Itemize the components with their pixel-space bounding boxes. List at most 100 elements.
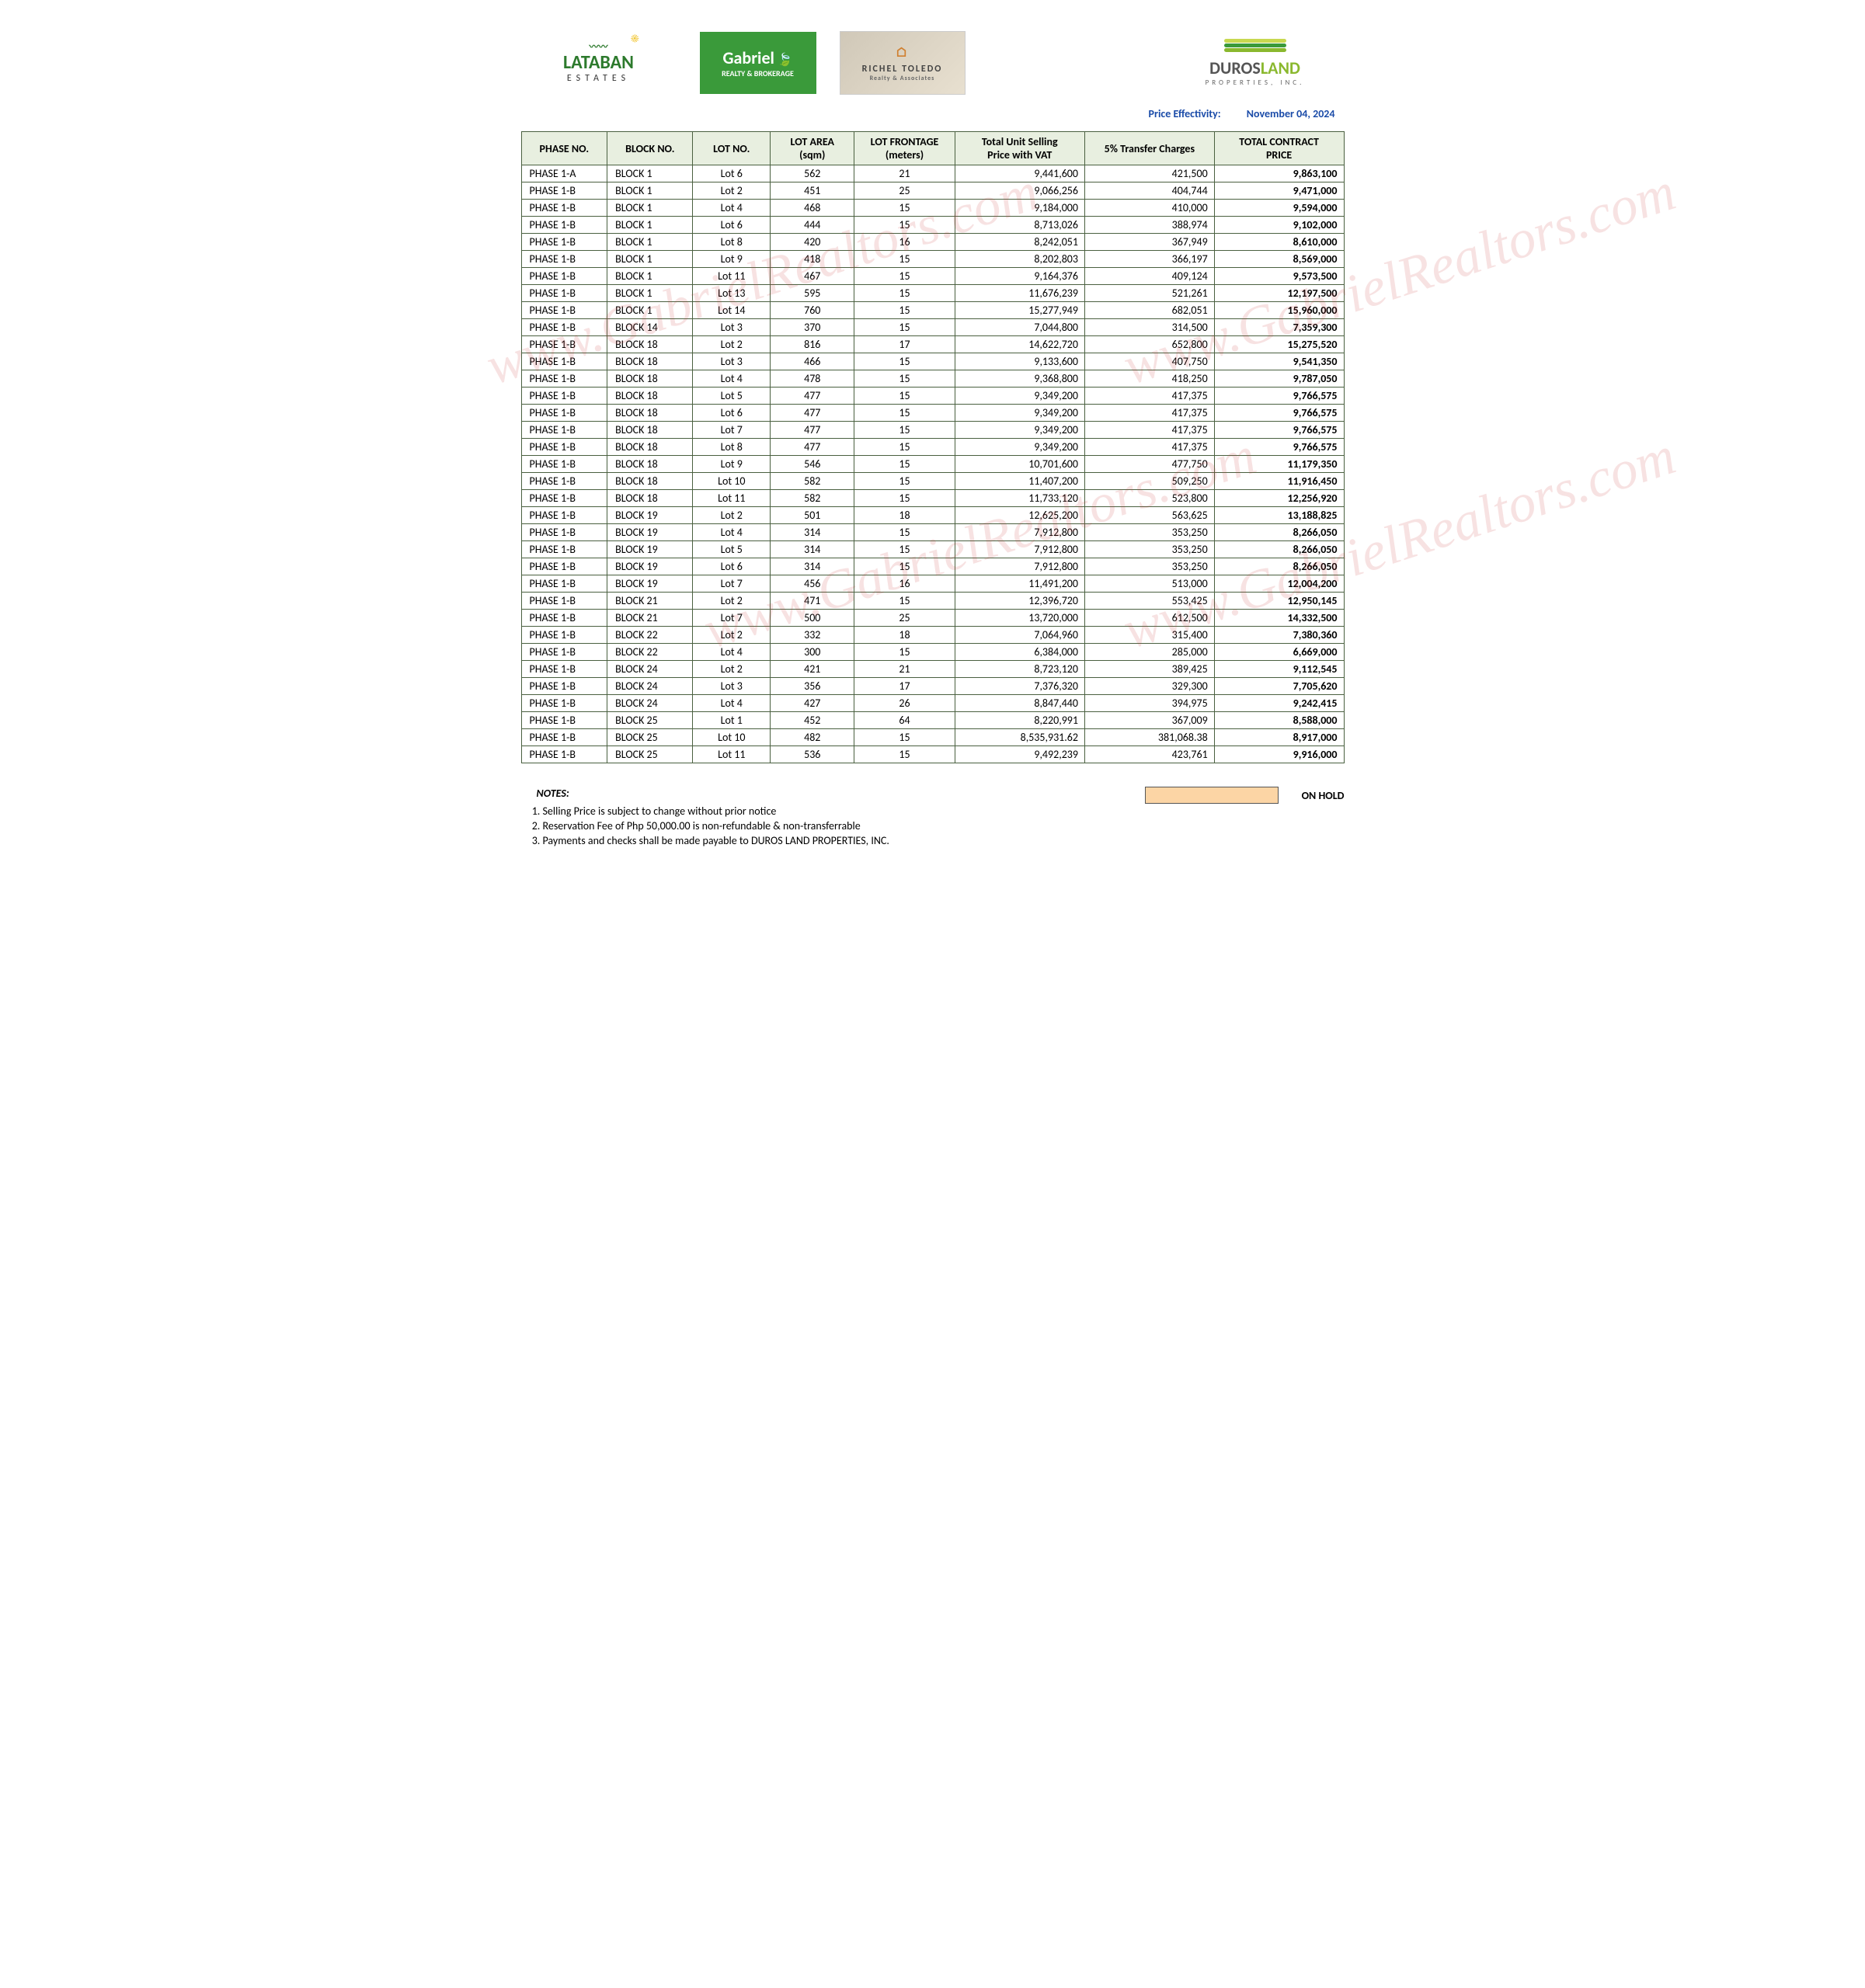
- cell: BLOCK 18: [607, 370, 693, 388]
- cell: BLOCK 24: [607, 661, 693, 678]
- cell: PHASE 1-B: [521, 712, 607, 729]
- cell: BLOCK 18: [607, 490, 693, 507]
- logo-gabriel-sub: REALTY & BROKERAGE: [722, 68, 794, 78]
- cell: PHASE 1-B: [521, 490, 607, 507]
- cell: 563,625: [1085, 507, 1215, 524]
- cell: 15: [854, 439, 955, 456]
- logo-gabriel: Gabriel 🍃 REALTY & BROKERAGE: [700, 32, 816, 94]
- cell: 8,220,991: [955, 712, 1084, 729]
- table-row: PHASE 1-BBLOCK 18Lot 95461510,701,600477…: [521, 456, 1344, 473]
- col-area: LOT AREA(sqm): [771, 132, 854, 165]
- cell: 9,594,000: [1214, 200, 1344, 217]
- cell: 9,242,415: [1214, 695, 1344, 712]
- legend-label: ON HOLD: [1302, 789, 1345, 802]
- cell: 16: [854, 234, 955, 251]
- cell: 13,720,000: [955, 610, 1084, 627]
- cell: 11,179,350: [1214, 456, 1344, 473]
- cell: BLOCK 19: [607, 507, 693, 524]
- cell: 7,044,800: [955, 319, 1084, 336]
- cell: 15,275,520: [1214, 336, 1344, 353]
- waves-icon: [1224, 39, 1286, 54]
- cell: 553,425: [1085, 593, 1215, 610]
- cell: 15,960,000: [1214, 302, 1344, 319]
- cell: 370: [771, 319, 854, 336]
- table-row: PHASE 1-BBLOCK 24Lot 4427268,847,440394,…: [521, 695, 1344, 712]
- cell: 10,701,600: [955, 456, 1084, 473]
- cell: PHASE 1-B: [521, 217, 607, 234]
- cell: 8,917,000: [1214, 729, 1344, 746]
- cell: Lot 9: [693, 251, 771, 268]
- cell: BLOCK 21: [607, 610, 693, 627]
- cell: 9,112,545: [1214, 661, 1344, 678]
- cell: 9,164,376: [955, 268, 1084, 285]
- cell: 9,471,000: [1214, 182, 1344, 200]
- cell: Lot 11: [693, 490, 771, 507]
- cell: 17: [854, 336, 955, 353]
- cell: 15: [854, 524, 955, 541]
- cell: 12,256,920: [1214, 490, 1344, 507]
- cell: 423,761: [1085, 746, 1215, 763]
- note-item: Reservation Fee of Php 50,000.00 is non-…: [543, 819, 1114, 832]
- cell: Lot 6: [693, 405, 771, 422]
- table-row: PHASE 1-BBLOCK 24Lot 2421218,723,120389,…: [521, 661, 1344, 678]
- cell: PHASE 1-B: [521, 439, 607, 456]
- table-row: PHASE 1-ABLOCK 1Lot 6562219,441,600421,5…: [521, 165, 1344, 182]
- cell: 8,266,050: [1214, 524, 1344, 541]
- cell: 513,000: [1085, 575, 1215, 593]
- price-table-head: PHASE NO. BLOCK NO. LOT NO. LOT AREA(sqm…: [521, 132, 1344, 165]
- cell: Lot 1: [693, 712, 771, 729]
- cell: Lot 2: [693, 661, 771, 678]
- leaf-icon: 🍃: [774, 53, 793, 68]
- col-phase: PHASE NO.: [521, 132, 607, 165]
- cell: PHASE 1-B: [521, 695, 607, 712]
- cell: 444: [771, 217, 854, 234]
- logo-duros-name: DUROSLAND: [1209, 57, 1300, 78]
- cell: Lot 2: [693, 593, 771, 610]
- cell: 7,064,960: [955, 627, 1084, 644]
- cell: 366,197: [1085, 251, 1215, 268]
- cell: 477: [771, 422, 854, 439]
- cell: 11,733,120: [955, 490, 1084, 507]
- cell: PHASE 1-B: [521, 405, 607, 422]
- cell: BLOCK 18: [607, 353, 693, 370]
- cell: 11,491,200: [955, 575, 1084, 593]
- table-row: PHASE 1-BBLOCK 19Lot 6314157,912,800353,…: [521, 558, 1344, 575]
- cell: PHASE 1-B: [521, 234, 607, 251]
- page: www.GabrielRealtors.com www.GabrielRealt…: [521, 31, 1345, 849]
- table-row: PHASE 1-BBLOCK 18Lot 8477159,349,200417,…: [521, 439, 1344, 456]
- cell: 612,500: [1085, 610, 1215, 627]
- cell: 468: [771, 200, 854, 217]
- cell: PHASE 1-B: [521, 268, 607, 285]
- cell: 421,500: [1085, 165, 1215, 182]
- table-row: PHASE 1-BBLOCK 25Lot 11536159,492,239423…: [521, 746, 1344, 763]
- cell: 682,051: [1085, 302, 1215, 319]
- cell: BLOCK 18: [607, 336, 693, 353]
- cell: 11,676,239: [955, 285, 1084, 302]
- table-row: PHASE 1-BBLOCK 18Lot 115821511,733,12052…: [521, 490, 1344, 507]
- cell: 15: [854, 285, 955, 302]
- cell: 300: [771, 644, 854, 661]
- table-row: PHASE 1-BBLOCK 18Lot 3466159,133,600407,…: [521, 353, 1344, 370]
- table-row: PHASE 1-BBLOCK 18Lot 105821511,407,20050…: [521, 473, 1344, 490]
- cell: PHASE 1-B: [521, 575, 607, 593]
- cell: Lot 13: [693, 285, 771, 302]
- cell: 595: [771, 285, 854, 302]
- cell: Lot 8: [693, 439, 771, 456]
- table-row: PHASE 1-BBLOCK 1Lot 6444158,713,026388,9…: [521, 217, 1344, 234]
- cell: PHASE 1-B: [521, 558, 607, 575]
- table-row: PHASE 1-BBLOCK 18Lot 6477159,349,200417,…: [521, 405, 1344, 422]
- cell: 367,949: [1085, 234, 1215, 251]
- cell: 9,368,800: [955, 370, 1084, 388]
- cell: 8,610,000: [1214, 234, 1344, 251]
- cell: PHASE 1-B: [521, 319, 607, 336]
- cell: PHASE 1-B: [521, 200, 607, 217]
- cell: 388,974: [1085, 217, 1215, 234]
- cell: 7,376,320: [955, 678, 1084, 695]
- cell: 14,332,500: [1214, 610, 1344, 627]
- cell: BLOCK 1: [607, 217, 693, 234]
- cell: PHASE 1-B: [521, 251, 607, 268]
- table-row: PHASE 1-BBLOCK 24Lot 3356177,376,320329,…: [521, 678, 1344, 695]
- cell: BLOCK 1: [607, 165, 693, 182]
- cell: 9,573,500: [1214, 268, 1344, 285]
- house-icon: ⌂: [896, 43, 910, 61]
